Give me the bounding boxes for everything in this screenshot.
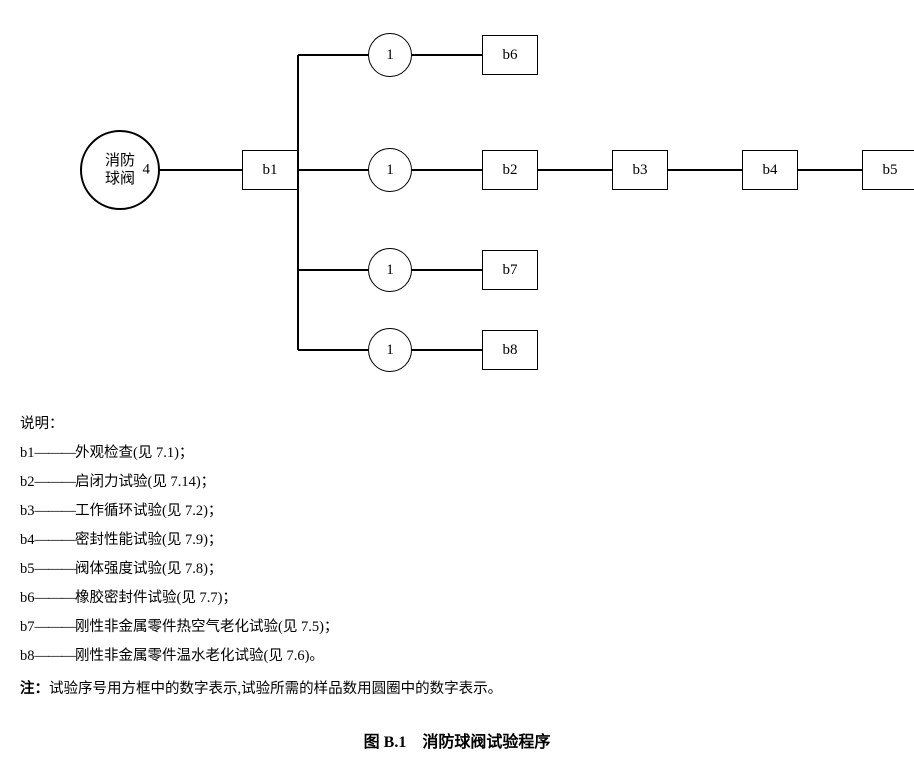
edge bbox=[298, 54, 368, 56]
edge bbox=[160, 169, 242, 171]
legend-text: 外观检查(见 7.1)； bbox=[75, 445, 193, 461]
legend-text: 工作循环试验(见 7.2)； bbox=[75, 503, 222, 519]
legend-item-b1: b1———外观检查(见 7.1)； bbox=[20, 439, 894, 468]
test-step-b6: b6 bbox=[482, 35, 538, 75]
legend-dash: ——— bbox=[35, 584, 76, 613]
edge bbox=[412, 269, 482, 271]
legend-key: b2 bbox=[20, 468, 35, 497]
start-label: 消防球阀 bbox=[105, 152, 135, 188]
legend-key: b3 bbox=[20, 497, 35, 526]
legend-item-b8: b8———刚性非金属零件温水老化试验(见 7.6)。 bbox=[20, 642, 894, 671]
edge bbox=[798, 169, 862, 171]
legend-key: b4 bbox=[20, 526, 35, 555]
flow-diagram: 消防球阀41111b1b6b2b3b4b5b7b8 bbox=[20, 20, 894, 400]
legend-dash: ——— bbox=[35, 468, 76, 497]
note-text: 试验序号用方框中的数字表示,试验所需的样品数用圆圈中的数字表示。 bbox=[49, 681, 502, 697]
legend-text: 刚性非金属零件温水老化试验(见 7.6)。 bbox=[75, 648, 324, 664]
test-step-b3: b3 bbox=[612, 150, 668, 190]
legend-text: 密封性能试验(见 7.9)； bbox=[75, 532, 222, 548]
legend-text: 橡胶密封件试验(见 7.7)； bbox=[75, 590, 237, 606]
edge bbox=[298, 169, 368, 171]
test-step-b4: b4 bbox=[742, 150, 798, 190]
legend-item-b2: b2———启闭力试验(见 7.14)； bbox=[20, 468, 894, 497]
legend-dash: ——— bbox=[35, 439, 76, 468]
legend-item-b6: b6———橡胶密封件试验(见 7.7)； bbox=[20, 584, 894, 613]
edge bbox=[412, 169, 482, 171]
legend-text: 阀体强度试验(见 7.8)； bbox=[75, 561, 222, 577]
edge bbox=[298, 349, 368, 351]
sample-count-node: 1 bbox=[368, 148, 412, 192]
edge bbox=[412, 54, 482, 56]
legend-block: 说明： b1———外观检查(见 7.1)；b2———启闭力试验(见 7.14)；… bbox=[20, 410, 894, 704]
legend-item-b5: b5———阀体强度试验(见 7.8)； bbox=[20, 555, 894, 584]
legend-text: 启闭力试验(见 7.14)； bbox=[75, 474, 215, 490]
figure-caption: 图 B.1 消防球阀试验程序 bbox=[20, 728, 894, 752]
test-step-b7: b7 bbox=[482, 250, 538, 290]
legend-key: b5 bbox=[20, 555, 35, 584]
legend-dash: ——— bbox=[35, 526, 76, 555]
sample-count-node: 1 bbox=[368, 248, 412, 292]
edge bbox=[538, 169, 612, 171]
start-node: 消防球阀 4 bbox=[80, 130, 160, 210]
sample-count-node: 1 bbox=[368, 328, 412, 372]
legend-dash: ——— bbox=[35, 555, 76, 584]
legend-item-b4: b4———密封性能试验(见 7.9)； bbox=[20, 526, 894, 555]
legend-dash: ——— bbox=[35, 642, 76, 671]
legend-key: b1 bbox=[20, 439, 35, 468]
legend-key: b6 bbox=[20, 584, 35, 613]
edge bbox=[297, 55, 299, 350]
edge bbox=[668, 169, 742, 171]
legend-title: 说明： bbox=[20, 410, 894, 439]
legend-dash: ——— bbox=[35, 613, 76, 642]
legend-key: b8 bbox=[20, 642, 35, 671]
test-step-b5: b5 bbox=[862, 150, 914, 190]
legend-note: 注：试验序号用方框中的数字表示,试验所需的样品数用圆圈中的数字表示。 bbox=[20, 675, 894, 704]
note-label: 注： bbox=[20, 681, 49, 697]
test-step-b8: b8 bbox=[482, 330, 538, 370]
legend-item-b7: b7———刚性非金属零件热空气老化试验(见 7.5)； bbox=[20, 613, 894, 642]
legend-item-b3: b3———工作循环试验(见 7.2)； bbox=[20, 497, 894, 526]
legend-dash: ——— bbox=[35, 497, 76, 526]
test-step-b1: b1 bbox=[242, 150, 298, 190]
sample-count-node: 1 bbox=[368, 33, 412, 77]
test-step-b2: b2 bbox=[482, 150, 538, 190]
edge bbox=[298, 269, 368, 271]
edge bbox=[412, 349, 482, 351]
start-count: 4 bbox=[143, 162, 151, 179]
legend-key: b7 bbox=[20, 613, 35, 642]
legend-text: 刚性非金属零件热空气老化试验(见 7.5)； bbox=[75, 619, 338, 635]
